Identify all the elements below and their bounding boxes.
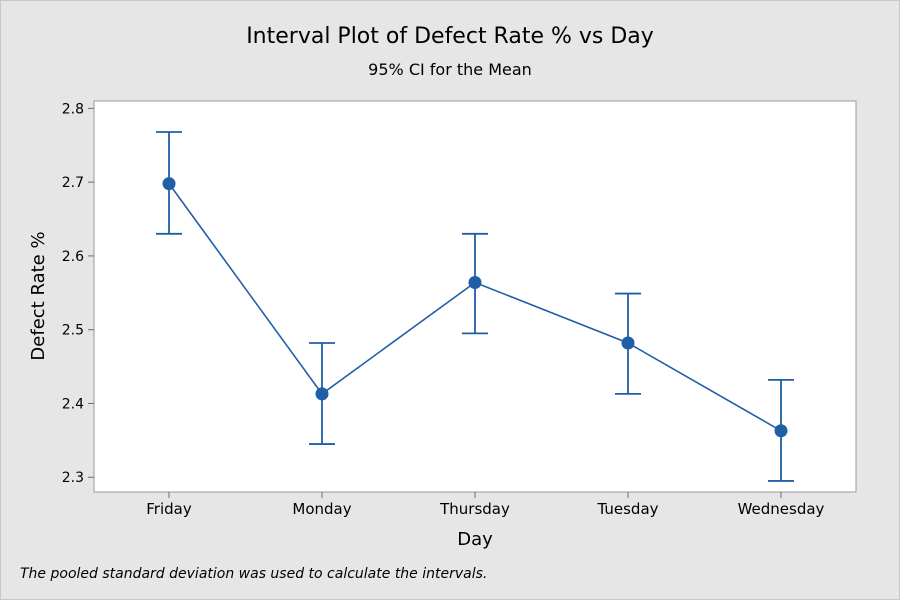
mean-marker	[774, 424, 788, 438]
x-tick-label: Friday	[146, 500, 192, 518]
y-tick-label: 2.7	[62, 175, 84, 191]
y-tick-label: 2.8	[62, 101, 84, 117]
x-axis-label: Day	[457, 529, 493, 550]
x-tick-label: Tuesday	[596, 500, 658, 518]
mean-marker	[315, 387, 329, 401]
x-tick-label: Wednesday	[738, 500, 825, 518]
y-tick-label: 2.5	[62, 323, 84, 339]
footnote: The pooled standard deviation was used t…	[20, 566, 488, 582]
x-axis: Friday Monday Thursday Tuesday Wednesday	[146, 492, 825, 518]
x-tick-label: Thursday	[439, 500, 510, 518]
y-tick-label: 2.6	[62, 249, 84, 265]
y-axis-label: Defect Rate %	[28, 231, 49, 360]
mean-marker	[162, 177, 176, 191]
mean-marker	[621, 336, 635, 350]
y-tick-label: 2.3	[62, 470, 84, 486]
x-tick-label: Monday	[292, 500, 351, 518]
y-tick-label: 2.4	[62, 396, 84, 412]
series-group	[156, 131, 794, 482]
mean-marker	[468, 275, 482, 289]
chart-title: Interval Plot of Defect Rate % vs Day	[246, 24, 654, 49]
y-axis: 2.3 2.4 2.5 2.6 2.7 2.8	[62, 101, 94, 486]
chart-subtitle: 95% CI for the Mean	[368, 60, 532, 79]
